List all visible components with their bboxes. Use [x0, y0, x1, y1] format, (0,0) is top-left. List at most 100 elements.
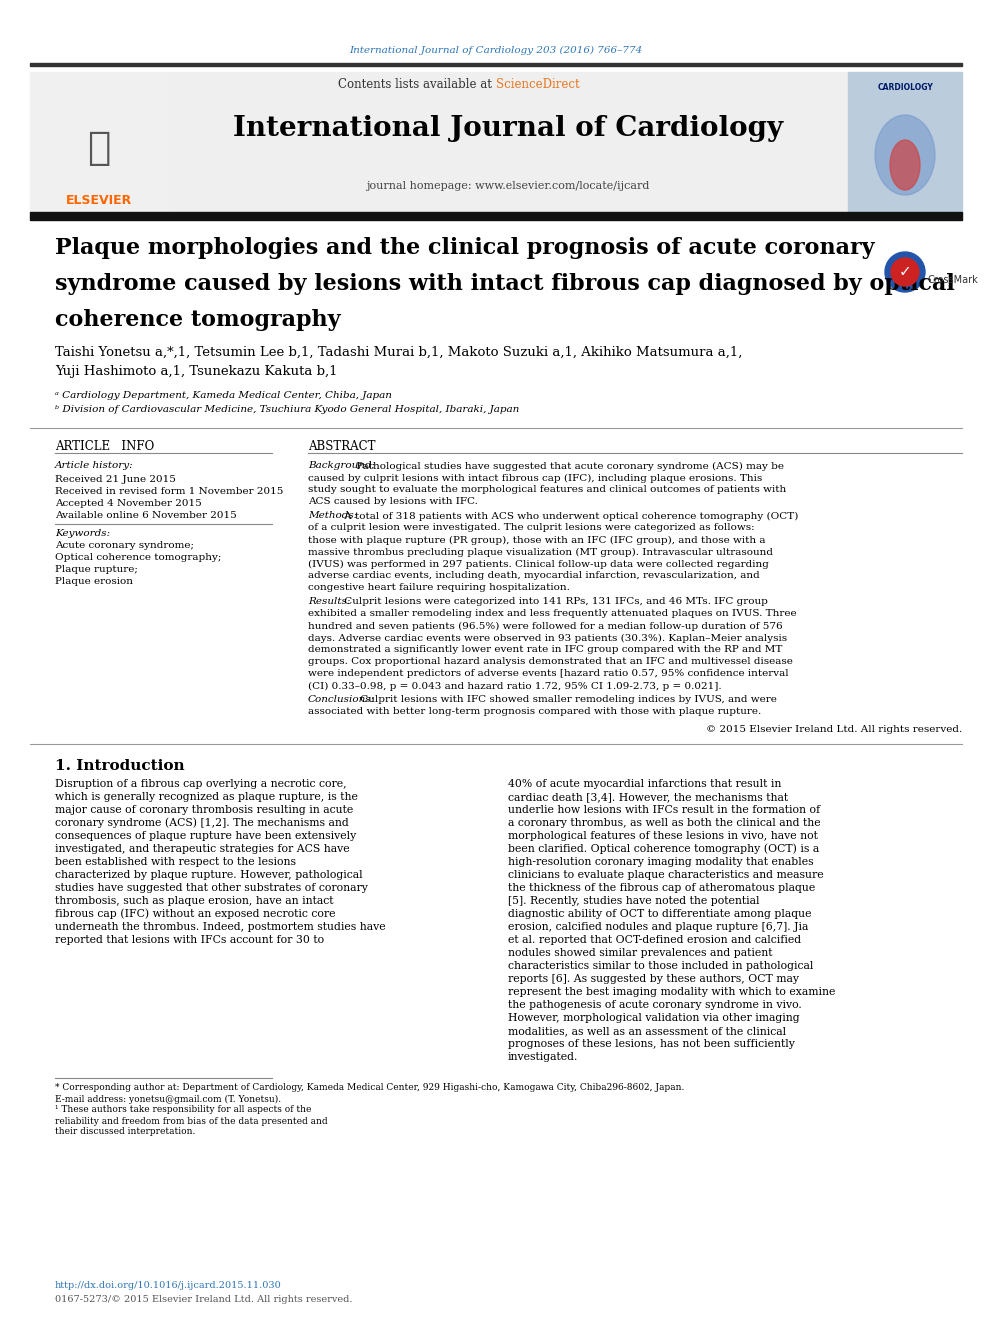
- Text: been clarified. Optical coherence tomography (OCT) is a: been clarified. Optical coherence tomogr…: [508, 844, 819, 855]
- Text: ᵃ Cardiology Department, Kameda Medical Center, Chiba, Japan: ᵃ Cardiology Department, Kameda Medical …: [55, 392, 392, 401]
- Text: ELSEVIER: ELSEVIER: [65, 193, 132, 206]
- Text: nodules showed similar prevalences and patient: nodules showed similar prevalences and p…: [508, 949, 773, 958]
- Text: Plaque morphologies and the clinical prognosis of acute coronary: Plaque morphologies and the clinical pro…: [55, 237, 875, 259]
- Text: the pathogenesis of acute coronary syndrome in vivo.: the pathogenesis of acute coronary syndr…: [508, 1000, 802, 1009]
- Text: Pathological studies have suggested that acute coronary syndrome (ACS) may be: Pathological studies have suggested that…: [353, 462, 784, 471]
- Text: Taishi Yonetsu a,*,1, Tetsumin Lee b,1, Tadashi Murai b,1, Makoto Suzuki a,1, Ak: Taishi Yonetsu a,*,1, Tetsumin Lee b,1, …: [55, 345, 742, 359]
- Text: diagnostic ability of OCT to differentiate among plaque: diagnostic ability of OCT to differentia…: [508, 909, 811, 919]
- Text: investigated.: investigated.: [508, 1052, 578, 1062]
- Text: reports [6]. As suggested by these authors, OCT may: reports [6]. As suggested by these autho…: [508, 974, 799, 984]
- Text: cardiac death [3,4]. However, the mechanisms that: cardiac death [3,4]. However, the mechan…: [508, 792, 788, 802]
- Text: et al. reported that OCT-defined erosion and calcified: et al. reported that OCT-defined erosion…: [508, 935, 802, 945]
- Text: Received in revised form 1 November 2015: Received in revised form 1 November 2015: [55, 487, 284, 496]
- Text: Methods:: Methods:: [308, 512, 357, 520]
- Text: adverse cardiac events, including death, myocardial infarction, revascularizatio: adverse cardiac events, including death,…: [308, 572, 760, 581]
- Text: coherence tomography: coherence tomography: [55, 310, 340, 331]
- Text: morphological features of these lesions in vivo, have not: morphological features of these lesions …: [508, 831, 817, 841]
- Text: reported that lesions with IFCs account for 30 to: reported that lesions with IFCs account …: [55, 935, 324, 945]
- Text: CrossMark: CrossMark: [927, 275, 978, 284]
- Text: Culprit lesions with IFC showed smaller remodeling indices by IVUS, and were: Culprit lesions with IFC showed smaller …: [357, 696, 777, 705]
- Text: characterized by plaque rupture. However, pathological: characterized by plaque rupture. However…: [55, 871, 363, 880]
- Bar: [30, 212, 962, 220]
- Text: been established with respect to the lesions: been established with respect to the les…: [55, 857, 296, 867]
- Text: their discussed interpretation.: their discussed interpretation.: [55, 1127, 195, 1136]
- Text: were independent predictors of adverse events [hazard ratio 0.57, 95% confidence: were independent predictors of adverse e…: [308, 669, 789, 679]
- Text: associated with better long-term prognosis compared with those with plaque ruptu: associated with better long-term prognos…: [308, 708, 761, 717]
- Text: groups. Cox proportional hazard analysis demonstrated that an IFC and multivesse: groups. Cox proportional hazard analysis…: [308, 658, 793, 667]
- Text: high-resolution coronary imaging modality that enables: high-resolution coronary imaging modalit…: [508, 857, 813, 867]
- Text: Plaque erosion: Plaque erosion: [55, 578, 133, 586]
- Text: syndrome caused by lesions with intact fibrous cap diagnosed by optical: syndrome caused by lesions with intact f…: [55, 273, 954, 295]
- Text: ᵇ Division of Cardiovascular Medicine, Tsuchiura Kyodo General Hospital, Ibaraki: ᵇ Division of Cardiovascular Medicine, T…: [55, 406, 519, 414]
- Text: 40% of acute myocardial infarctions that result in: 40% of acute myocardial infarctions that…: [508, 779, 782, 789]
- Text: CARDIOLOGY: CARDIOLOGY: [877, 83, 932, 93]
- Text: reliability and freedom from bias of the data presented and: reliability and freedom from bias of the…: [55, 1117, 327, 1126]
- Bar: [30, 64, 962, 66]
- Text: days. Adverse cardiac events were observed in 93 patients (30.3%). Kaplan–Meier : days. Adverse cardiac events were observ…: [308, 634, 787, 643]
- Text: Yuji Hashimoto a,1, Tsunekazu Kakuta b,1: Yuji Hashimoto a,1, Tsunekazu Kakuta b,1: [55, 365, 337, 378]
- Text: thrombosis, such as plaque erosion, have an intact: thrombosis, such as plaque erosion, have…: [55, 896, 333, 906]
- Text: International Journal of Cardiology: International Journal of Cardiology: [233, 115, 783, 142]
- Text: 🌳: 🌳: [87, 130, 111, 167]
- Text: Plaque rupture;: Plaque rupture;: [55, 565, 138, 574]
- Text: Optical coherence tomography;: Optical coherence tomography;: [55, 553, 221, 562]
- Text: 1. Introduction: 1. Introduction: [55, 759, 185, 773]
- Text: demonstrated a significantly lower event rate in IFC group compared with the RP : demonstrated a significantly lower event…: [308, 646, 783, 655]
- Text: Disruption of a fibrous cap overlying a necrotic core,: Disruption of a fibrous cap overlying a …: [55, 779, 346, 789]
- Text: coronary syndrome (ACS) [1,2]. The mechanisms and: coronary syndrome (ACS) [1,2]. The mecha…: [55, 818, 349, 828]
- Text: ScienceDirect: ScienceDirect: [496, 78, 579, 90]
- Text: investigated, and therapeutic strategies for ACS have: investigated, and therapeutic strategies…: [55, 844, 349, 855]
- Text: ABSTRACT: ABSTRACT: [308, 439, 376, 452]
- Text: [5]. Recently, studies have noted the potential: [5]. Recently, studies have noted the po…: [508, 896, 760, 906]
- Text: 0167-5273/© 2015 Elsevier Ireland Ltd. All rights reserved.: 0167-5273/© 2015 Elsevier Ireland Ltd. A…: [55, 1295, 352, 1304]
- Text: ¹ These authors take responsibility for all aspects of the: ¹ These authors take responsibility for …: [55, 1106, 311, 1114]
- Circle shape: [885, 251, 925, 292]
- Text: http://dx.doi.org/10.1016/j.ijcard.2015.11.030: http://dx.doi.org/10.1016/j.ijcard.2015.…: [55, 1282, 282, 1290]
- Text: of a culprit lesion were investigated. The culprit lesions were categorized as f: of a culprit lesion were investigated. T…: [308, 524, 755, 532]
- Ellipse shape: [890, 140, 920, 191]
- Circle shape: [891, 258, 919, 286]
- Text: ✓: ✓: [899, 265, 912, 279]
- Text: those with plaque rupture (PR group), those with an IFC (IFC group), and those w: those with plaque rupture (PR group), th…: [308, 536, 766, 545]
- Text: (CI) 0.33–0.98, p = 0.043 and hazard ratio 1.72, 95% CI 1.09-2.73, p = 0.021].: (CI) 0.33–0.98, p = 0.043 and hazard rat…: [308, 681, 721, 691]
- Bar: [30, 71, 168, 212]
- Text: studies have suggested that other substrates of coronary: studies have suggested that other substr…: [55, 882, 368, 893]
- Text: fibrous cap (IFC) without an exposed necrotic core: fibrous cap (IFC) without an exposed nec…: [55, 909, 335, 919]
- Text: hundred and seven patients (96.5%) were followed for a median follow-up duration: hundred and seven patients (96.5%) were …: [308, 622, 783, 631]
- Text: ARTICLE   INFO: ARTICLE INFO: [55, 439, 154, 452]
- Text: A total of 318 patients with ACS who underwent optical coherence tomography (OCT: A total of 318 patients with ACS who und…: [341, 512, 799, 520]
- Ellipse shape: [875, 115, 935, 194]
- Text: consequences of plaque rupture have been extensively: consequences of plaque rupture have been…: [55, 831, 356, 841]
- Text: Culprit lesions were categorized into 141 RPs, 131 IFCs, and 46 MTs. IFC group: Culprit lesions were categorized into 14…: [341, 598, 768, 606]
- Text: study sought to evaluate the morphological features and clinical outcomes of pat: study sought to evaluate the morphologic…: [308, 486, 787, 495]
- Text: E-mail address: yonetsu@gmail.com (T. Yonetsu).: E-mail address: yonetsu@gmail.com (T. Yo…: [55, 1094, 281, 1103]
- Text: major cause of coronary thrombosis resulting in acute: major cause of coronary thrombosis resul…: [55, 804, 353, 815]
- Text: underlie how lesions with IFCs result in the formation of: underlie how lesions with IFCs result in…: [508, 804, 820, 815]
- Bar: [168, 71, 848, 212]
- Text: Available online 6 November 2015: Available online 6 November 2015: [55, 511, 237, 520]
- Text: characteristics similar to those included in pathological: characteristics similar to those include…: [508, 960, 813, 971]
- Text: underneath the thrombus. Indeed, postmortem studies have: underneath the thrombus. Indeed, postmor…: [55, 922, 386, 931]
- Text: Received 21 June 2015: Received 21 June 2015: [55, 475, 176, 483]
- Bar: [848, 71, 962, 212]
- Text: Article history:: Article history:: [55, 462, 134, 471]
- Text: erosion, calcified nodules and plaque rupture [6,7]. Jia: erosion, calcified nodules and plaque ru…: [508, 922, 808, 931]
- Text: massive thrombus precluding plaque visualization (MT group). Intravascular ultra: massive thrombus precluding plaque visua…: [308, 548, 773, 557]
- Text: caused by culprit lesions with intact fibrous cap (IFC), including plaque erosio: caused by culprit lesions with intact fi…: [308, 474, 762, 483]
- Text: journal homepage: www.elsevier.com/locate/ijcard: journal homepage: www.elsevier.com/locat…: [366, 181, 650, 191]
- Text: ACS caused by lesions with IFC.: ACS caused by lesions with IFC.: [308, 497, 478, 507]
- Text: * Corresponding author at: Department of Cardiology, Kameda Medical Center, 929 : * Corresponding author at: Department of…: [55, 1084, 684, 1093]
- Text: Results:: Results:: [308, 598, 350, 606]
- Text: Accepted 4 November 2015: Accepted 4 November 2015: [55, 499, 201, 508]
- Text: (IVUS) was performed in 297 patients. Clinical follow-up data were collected reg: (IVUS) was performed in 297 patients. Cl…: [308, 560, 769, 569]
- Text: which is generally recognized as plaque rupture, is the: which is generally recognized as plaque …: [55, 792, 358, 802]
- Text: Contents lists available at: Contents lists available at: [338, 78, 496, 90]
- Text: Background:: Background:: [308, 462, 375, 471]
- Text: exhibited a smaller remodeling index and less frequently attenuated plaques on I: exhibited a smaller remodeling index and…: [308, 610, 797, 618]
- Text: prognoses of these lesions, has not been sufficiently: prognoses of these lesions, has not been…: [508, 1039, 795, 1049]
- Text: Keywords:: Keywords:: [55, 529, 110, 538]
- Text: Conclusions:: Conclusions:: [308, 696, 375, 705]
- Text: modalities, as well as an assessment of the clinical: modalities, as well as an assessment of …: [508, 1027, 786, 1036]
- Text: represent the best imaging modality with which to examine: represent the best imaging modality with…: [508, 987, 835, 998]
- Text: congestive heart failure requiring hospitalization.: congestive heart failure requiring hospi…: [308, 583, 569, 593]
